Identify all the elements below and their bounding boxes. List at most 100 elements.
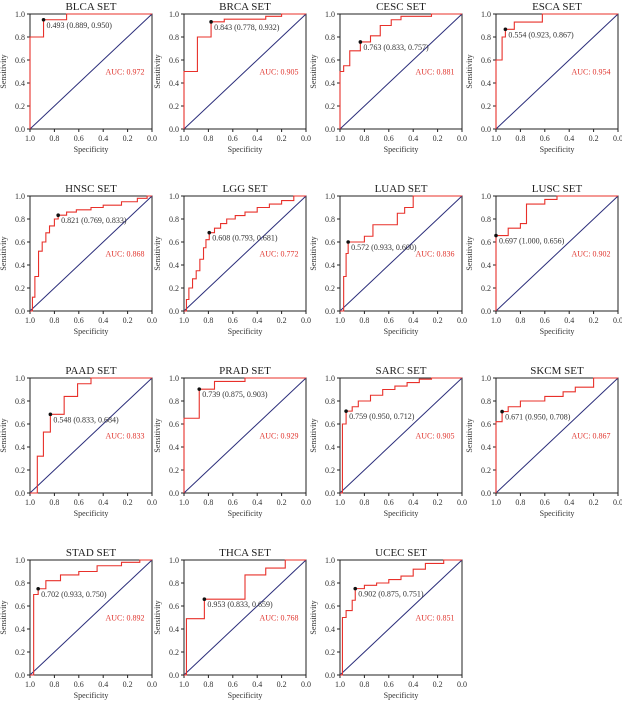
roc-panel-lusc: LUSC SET 1.0 0.8 0.6 0.4 0.2 0.0 0.0 0.2 0.4 0.6 0.… — [465, 183, 622, 336]
x-tick-label: 1.0 — [179, 134, 189, 143]
x-tick-label: 0.2 — [123, 134, 133, 143]
y-tick-label: 1.0 — [15, 374, 25, 383]
y-tick-label: 0.4 — [325, 443, 335, 452]
x-tick-label: 0.6 — [74, 680, 84, 689]
y-tick-label: 0.0 — [325, 671, 335, 680]
x-tick-label: 1.0 — [491, 498, 501, 507]
y-tick-label: 0.4 — [15, 443, 25, 452]
threshold-point — [36, 586, 40, 591]
x-tick-label: 0.8 — [49, 316, 59, 325]
x-tick-label: 0.6 — [540, 316, 550, 325]
y-axis-label: Sensitivity — [465, 236, 474, 270]
panel-title: LUSC SET — [532, 183, 583, 195]
y-tick-label: 0.8 — [15, 397, 25, 406]
y-axis-label: Sensitivity — [465, 54, 474, 88]
panel-title: SKCM SET — [530, 365, 584, 377]
y-tick-label: 0.8 — [169, 579, 179, 588]
y-tick-label: 0.0 — [169, 307, 179, 316]
x-tick-label: 1.0 — [179, 498, 189, 507]
y-tick-label: 0.6 — [169, 238, 179, 247]
auc-label: AUC: 0.867 — [571, 432, 610, 441]
y-tick-label: 0.2 — [169, 466, 179, 475]
y-axis-label: Sensitivity — [0, 54, 8, 88]
threshold-label: 0.739 (0.875, 0.903) — [202, 390, 268, 399]
x-tick-label: 0.0 — [301, 134, 311, 143]
plot-frame — [339, 559, 463, 676]
threshold-point — [344, 409, 348, 413]
x-tick-label: 0.2 — [433, 680, 443, 689]
roc-panel-thca: THCA SET 1.0 0.8 0.6 0.4 0.2 0.0 0.0 0.2 0.4 0.6 0.… — [153, 547, 311, 700]
y-tick-label: 0.6 — [481, 238, 491, 247]
plot-frame — [339, 195, 463, 312]
threshold-point — [197, 387, 202, 391]
x-tick-label: 1.0 — [25, 134, 35, 143]
threshold-label: 0.671 (0.950, 0.708) — [505, 413, 571, 422]
y-axis-label: Sensitivity — [0, 600, 8, 634]
y-tick-label: 0.4 — [325, 261, 335, 270]
x-tick-label: 0.0 — [147, 680, 157, 689]
y-tick-label: 0.8 — [481, 215, 491, 224]
x-tick-label: 0.6 — [384, 316, 394, 325]
y-tick-label: 1.0 — [169, 10, 179, 19]
x-axis-label: Specificity — [228, 691, 263, 700]
threshold-label: 0.572 (0.933, 0.600) — [351, 243, 417, 252]
reference-diagonal — [339, 195, 463, 312]
roc-panel-blca: BLCA SET 1.0 0.8 0.6 0.4 0.2 0.0 0.0 0.2 0.4 0.6 0.… — [0, 1, 157, 154]
x-axis-label: Specificity — [74, 145, 109, 154]
x-tick-label: 1.0 — [335, 498, 345, 507]
y-tick-label: 0.6 — [15, 602, 25, 611]
x-tick-label: 0.4 — [408, 498, 418, 507]
y-axis-label: Sensitivity — [153, 236, 162, 270]
y-tick-label: 1.0 — [481, 10, 491, 19]
x-tick-label: 1.0 — [25, 680, 35, 689]
y-tick-label: 0.4 — [169, 261, 179, 270]
y-tick-label: 0.8 — [169, 397, 179, 406]
x-tick-label: 0.2 — [433, 316, 443, 325]
panel-title: LGG SET — [223, 183, 268, 195]
reference-diagonal — [495, 377, 619, 494]
y-tick-label: 0.6 — [325, 602, 335, 611]
panel-title: LUAD SET — [375, 183, 428, 195]
y-tick-label: 1.0 — [15, 556, 25, 565]
x-tick-label: 0.4 — [564, 498, 574, 507]
y-tick-label: 0.4 — [481, 79, 491, 88]
auc-label: AUC: 0.768 — [259, 614, 298, 623]
y-axis-label: Sensitivity — [0, 236, 8, 270]
y-axis-label: Sensitivity — [153, 54, 162, 88]
panel-title: UCEC SET — [375, 547, 427, 559]
x-axis-label: Specificity — [74, 691, 109, 700]
x-axis-label: Specificity — [540, 509, 575, 518]
x-tick-label: 0.2 — [433, 134, 443, 143]
roc-panel-hnsc: HNSC SET 1.0 0.8 0.6 0.4 0.2 0.0 0.0 0.2 0.4 0.6 0.… — [0, 183, 157, 336]
y-tick-label: 0.6 — [325, 56, 335, 65]
x-axis-label: Specificity — [384, 509, 419, 518]
x-tick-label: 0.8 — [203, 498, 213, 507]
x-tick-label: 0.2 — [589, 134, 599, 143]
roc-panel-sarc: SARC SET 1.0 0.8 0.6 0.4 0.2 0.0 0.0 0.2 0.4 0.6 0.… — [309, 365, 467, 518]
y-tick-label: 0.2 — [15, 102, 25, 111]
x-tick-label: 0.2 — [589, 316, 599, 325]
roc-curve — [340, 559, 462, 676]
roc-curve — [495, 195, 618, 311]
x-axis-label: Specificity — [228, 327, 263, 336]
y-tick-label: 0.8 — [169, 33, 179, 42]
x-tick-label: 0.8 — [515, 498, 525, 507]
x-tick-label: 0.2 — [123, 680, 133, 689]
roc-panel-esca: ESCA SET 1.0 0.8 0.6 0.4 0.2 0.0 0.0 0.2 0.4 0.6 0.… — [465, 1, 622, 154]
x-tick-label: 0.6 — [384, 134, 394, 143]
y-tick-label: 0.8 — [481, 397, 491, 406]
roc-panel-luad: LUAD SET 1.0 0.8 0.6 0.4 0.2 0.0 0.0 0.2 0.4 0.6 0.… — [309, 183, 467, 336]
x-tick-label: 0.6 — [228, 316, 238, 325]
x-tick-label: 0.8 — [359, 134, 369, 143]
roc-curve — [495, 377, 618, 493]
x-tick-label: 0.4 — [98, 134, 108, 143]
y-axis-label: Sensitivity — [309, 54, 318, 88]
y-tick-label: 0.6 — [15, 420, 25, 429]
y-tick-label: 0.0 — [325, 307, 335, 316]
x-tick-label: 0.4 — [98, 316, 108, 325]
roc-curve — [30, 377, 152, 494]
auc-label: AUC: 0.972 — [105, 68, 144, 77]
x-tick-label: 0.2 — [277, 134, 287, 143]
y-tick-label: 0.0 — [15, 125, 25, 134]
